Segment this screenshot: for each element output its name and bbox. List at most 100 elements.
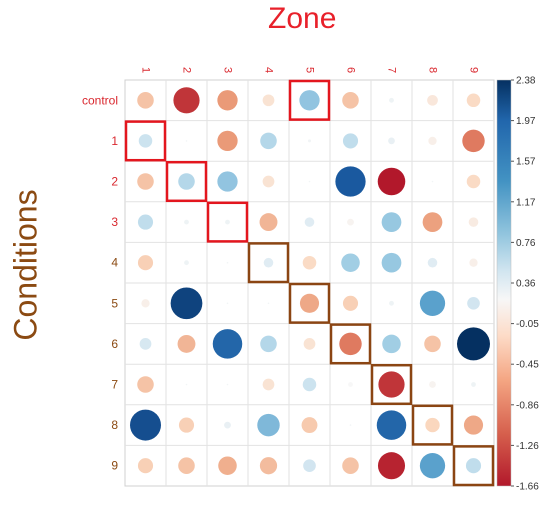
cell-circle-r7-c8 [471, 382, 476, 387]
cell-circle-r7-c4 [302, 377, 317, 392]
cell-circle-r1-c7 [428, 136, 437, 146]
colorbar-bar [496, 79, 512, 487]
cell-circle-r6-c8 [457, 327, 490, 361]
cell-circle-r3-c4 [304, 217, 315, 227]
cell-circle-r6-c3 [260, 335, 277, 353]
highlight-box-3 [206, 201, 249, 243]
colorbar-tick-label-4: 0.76 [516, 238, 536, 249]
cell-circle-r6-c2 [212, 329, 243, 359]
cell-circle-r8-c8 [463, 415, 484, 435]
cell-circle-r9-c4 [303, 459, 316, 473]
cell-circle-r7-c6 [378, 371, 405, 398]
cell-circle-r4-c3 [263, 257, 274, 268]
cell-circle-r6-c7 [424, 335, 441, 353]
cell-circle-r1-c0 [138, 134, 153, 148]
colorbar-tick-label-5: 0.36 [516, 279, 536, 290]
cell-circle-r8-c1 [178, 417, 195, 433]
cell-circle-r5-c7 [419, 290, 446, 316]
cell-circle-r7-c3 [262, 378, 275, 391]
cell-circle-r7-c5 [348, 382, 353, 387]
column-label-2: 3 [222, 67, 234, 73]
cell-circle-r0-c7 [427, 94, 438, 106]
cell-circle-r2-c8 [466, 174, 481, 189]
cell-circle-r5-c1 [170, 287, 203, 320]
cell-circle-r7-c1 [185, 383, 188, 386]
column-label-8: 9 [468, 67, 480, 73]
cell-circle-r5-c6 [389, 300, 394, 306]
cell-circle-r0-c2 [217, 90, 238, 111]
colorbar-tick-label-1: 1.97 [516, 116, 536, 127]
cell-circle-r2-c6 [377, 167, 406, 196]
cell-circle-r4-c1 [184, 260, 189, 266]
column-label-5: 6 [345, 67, 357, 73]
highlights [124, 79, 495, 487]
column-label-4: 5 [304, 67, 316, 73]
cell-circle-r4-c7 [427, 257, 438, 268]
labels: 1 2 3 4 5 6 7 8 9 control 1 2 3 4 5 6 7 8 9 [82, 67, 480, 473]
cell-circle-r2-c3 [262, 175, 275, 188]
cell-circle-r7-c2 [226, 383, 229, 386]
cell-circle-r1-c6 [388, 137, 395, 145]
cell-circle-r0-c6 [389, 97, 394, 103]
cell-circle-r1-c2 [217, 130, 238, 152]
cell-circle-r3-c0 [137, 214, 154, 230]
cell-circle-r1-c3 [260, 132, 277, 150]
cell-circle-r9-c8 [465, 458, 482, 474]
cell-circle-r9-c5 [342, 457, 359, 474]
cell-circle-r5-c3 [267, 302, 270, 305]
highlight-box-8 [411, 404, 454, 446]
cell-circle-r8-c2 [224, 421, 231, 429]
cell-circle-r8-c4 [301, 417, 318, 434]
highlight-box-7 [370, 363, 413, 406]
cell-circle-r3-c7 [422, 212, 443, 232]
cell-circle-r0-c4 [299, 90, 320, 111]
column-label-6: 7 [386, 67, 398, 73]
cell-circle-r6-c1 [177, 334, 196, 353]
cell-circle-r3-c3 [259, 213, 278, 232]
row-label-4: 4 [111, 256, 118, 270]
cell-circle-r7-c7 [429, 381, 436, 388]
highlight-box-4 [247, 242, 290, 284]
colorbar-tick-label-3: 1.17 [516, 197, 536, 208]
cell-circle-r6-c5 [339, 332, 362, 356]
cell-circle-r2-c4 [308, 180, 311, 183]
cell-circle-r8-c5 [349, 424, 352, 426]
cell-circle-r6-c4 [303, 338, 316, 350]
cell-circle-r3-c5 [347, 218, 354, 226]
cell-circle-r1-c5 [342, 133, 359, 149]
row-label-1: 1 [111, 134, 118, 148]
circles [130, 87, 490, 480]
colorbar-tick-label-6: -0.05 [516, 319, 539, 330]
x-axis-title: Zone [268, 2, 337, 35]
cell-circle-r5-c8 [467, 296, 480, 310]
column-label-1: 2 [181, 67, 193, 73]
cell-circle-r4-c6 [381, 252, 402, 273]
cell-circle-r4-c4 [302, 255, 317, 270]
cell-circle-r4-c8 [469, 258, 478, 267]
cell-circle-r8-c7 [425, 417, 440, 433]
row-label-9: 9 [111, 459, 118, 473]
cell-circle-r3-c1 [184, 219, 189, 225]
colorbar-tick-label-2: 1.57 [516, 157, 536, 168]
cell-circle-r4-c5 [341, 253, 360, 272]
cell-circle-r0-c5 [342, 92, 359, 109]
highlight-box-6 [329, 323, 372, 365]
cell-circle-r0-c3 [262, 94, 275, 107]
row-label-8: 8 [111, 418, 118, 432]
highlight-box-9 [452, 445, 495, 487]
column-label-3: 4 [263, 67, 275, 73]
cell-circle-r9-c7 [419, 453, 446, 479]
column-label-7: 8 [427, 67, 439, 73]
cell-circle-r1-c8 [462, 129, 485, 153]
cell-circle-r9-c2 [218, 456, 237, 475]
row-label-2: 2 [111, 175, 118, 189]
cell-circle-r1-c4 [307, 139, 312, 143]
row-label-0: control [82, 93, 118, 107]
cell-circle-r4-c0 [137, 255, 154, 271]
cell-circle-r5-c2 [226, 302, 229, 305]
cell-circle-r2-c5 [335, 166, 366, 197]
cell-circle-r7-c0 [137, 376, 154, 393]
colorbar-tick-label-7: -0.45 [516, 360, 539, 371]
cell-circle-r2-c1 [178, 173, 195, 190]
